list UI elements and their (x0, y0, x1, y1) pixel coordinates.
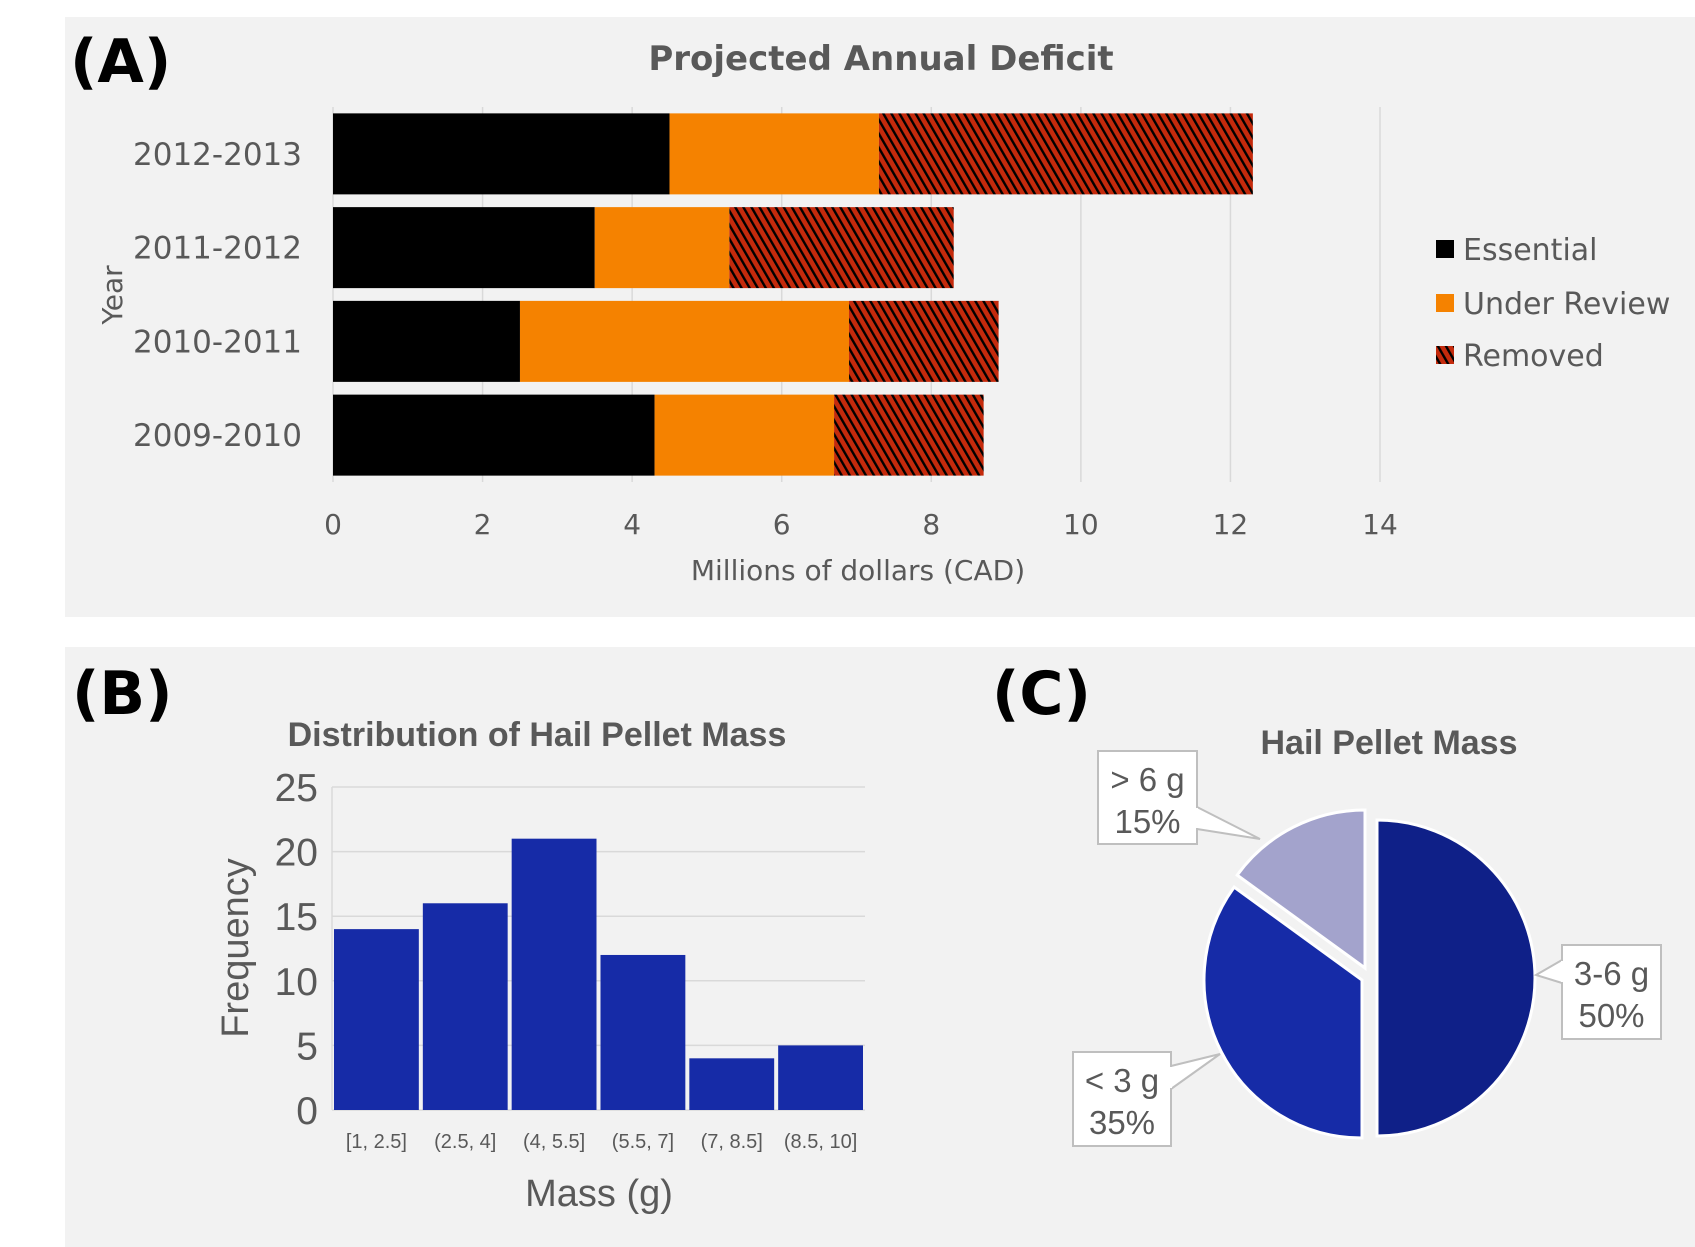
bar-segment-removed (849, 300, 999, 382)
chart-b-y-axis-title: Frequency (215, 858, 257, 1038)
bar-segment-under-review (654, 394, 835, 476)
callout-joint (1168, 1067, 1172, 1088)
callout-pointer (1196, 806, 1261, 840)
bar-segment-removed (729, 207, 954, 289)
histogram-bar (422, 903, 508, 1110)
chart-b-x-axis-title: Mass (g) (525, 1173, 673, 1215)
callout-pointer (1533, 959, 1563, 984)
panel-a-label: (A) (70, 27, 172, 97)
y-tick-label: 20 (275, 832, 318, 875)
histogram-bar (334, 929, 419, 1110)
y-tick-label: 2012-2013 (133, 137, 302, 173)
slice-percent: 50% (1578, 997, 1644, 1034)
y-tick-label: 2010-2011 (133, 324, 302, 360)
panel-b-label: (B) (72, 659, 173, 729)
callout-box (1097, 750, 1198, 845)
x-tick-label: (7, 8.5] (701, 1131, 763, 1153)
chart-a-title: Projected Annual Deficit (648, 39, 1113, 79)
callout-pointer (1170, 1053, 1221, 1090)
x-tick-label: 4 (623, 508, 641, 541)
x-tick-label: 6 (773, 508, 791, 541)
callout-box (1072, 1051, 1172, 1147)
y-tick-label: 15 (275, 896, 318, 939)
bar-segment-removed (834, 394, 984, 476)
bar-segment-under-review (669, 113, 879, 195)
x-tick-label: 2 (474, 508, 492, 541)
histogram-bar (600, 954, 686, 1110)
chart-a-legend: Essential Under Review Removed (1436, 233, 1670, 374)
histogram-bar (778, 1045, 863, 1110)
x-tick-label: (8.5, 10] (784, 1131, 857, 1153)
chart-a-x-axis-title: Millions of dollars (CAD) (691, 554, 1025, 587)
chart-b-title: Distribution of Hail Pellet Mass (288, 716, 787, 754)
x-tick-label: (5.5, 7] (612, 1131, 674, 1153)
bar-segment-removed (878, 113, 1253, 195)
histogram-bar (511, 838, 597, 1110)
x-tick-label: (2.5, 4] (434, 1131, 496, 1153)
legend-swatch-under-review (1436, 294, 1454, 312)
slice-label: > 6 g (1110, 761, 1184, 798)
y-tick-label: 2009-2010 (133, 418, 302, 454)
histogram-bar (689, 1058, 775, 1110)
x-tick-label: 0 (324, 508, 342, 541)
slice-label: < 3 g (1085, 1062, 1159, 1099)
bar-segment-essential (333, 394, 655, 476)
legend-label: Essential (1463, 233, 1598, 268)
y-tick-label: 25 (275, 767, 318, 810)
callout-box (1561, 944, 1662, 1040)
bar-segment-essential (333, 113, 670, 195)
chart-c-title: Hail Pellet Mass (1260, 724, 1517, 762)
x-tick-label: 12 (1213, 508, 1249, 541)
y-tick-label: 10 (275, 961, 318, 1004)
bar-segment-essential (333, 300, 520, 382)
legend-label: Under Review (1463, 287, 1670, 322)
x-tick-label: 10 (1063, 508, 1099, 541)
legend-swatch-essential (1436, 240, 1454, 258)
legend-label: Removed (1463, 339, 1604, 374)
bar-segment-under-review (519, 300, 850, 382)
callout-joint (1561, 961, 1565, 982)
pie-slice (1235, 808, 1367, 971)
legend-swatch-removed (1436, 346, 1454, 364)
chart-a-y-axis-title: Year (96, 265, 129, 326)
y-tick-label: 2011-2012 (133, 231, 302, 267)
y-tick-label: 5 (296, 1025, 318, 1068)
bar-segment-essential (333, 207, 595, 289)
bar-segment-under-review (594, 207, 730, 289)
y-tick-label: 0 (296, 1090, 318, 1133)
pie-slice (1375, 818, 1537, 1138)
x-tick-label: (4, 5.5] (523, 1131, 585, 1153)
x-tick-label: [1, 2.5] (346, 1131, 407, 1153)
pie-slice (1202, 885, 1364, 1140)
slice-percent: 15% (1114, 803, 1180, 840)
slice-label: 3-6 g (1574, 955, 1649, 992)
x-tick-label: 8 (922, 508, 940, 541)
panel-c-label: (C) (992, 659, 1091, 729)
slice-percent: 35% (1089, 1104, 1155, 1141)
callout-joint (1194, 808, 1198, 828)
x-tick-label: 14 (1362, 508, 1398, 541)
